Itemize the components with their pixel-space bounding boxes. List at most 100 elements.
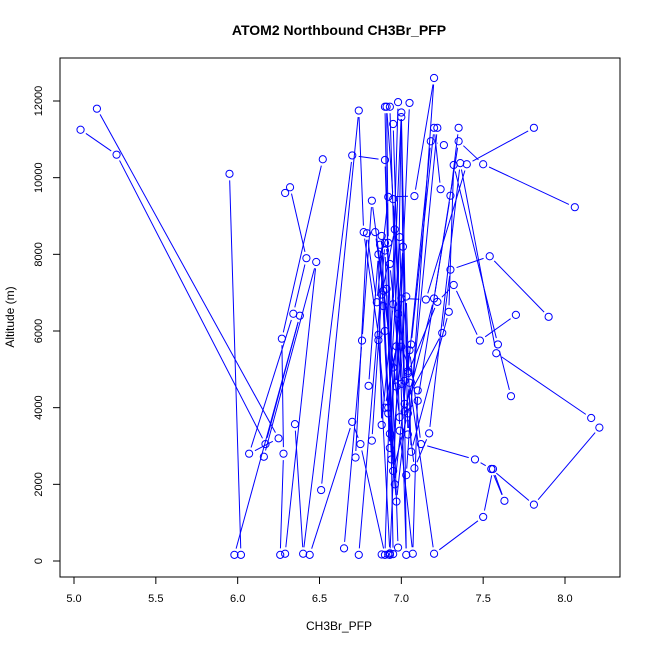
data-point [312, 257, 321, 267]
series-segment [386, 113, 394, 193]
series-segment [391, 302, 407, 453]
series-segment [361, 450, 385, 549]
data-point [403, 409, 412, 418]
data-point [511, 310, 521, 319]
series-segment [399, 243, 405, 398]
data-point [367, 436, 376, 445]
plot-area [76, 73, 604, 559]
series-segment [499, 350, 510, 390]
series-segment [405, 304, 433, 406]
series-segment [442, 276, 451, 327]
data-point [475, 336, 484, 345]
x-tick-label: 6.5 [312, 593, 327, 605]
data-point [397, 108, 406, 117]
series-segment [371, 301, 382, 435]
data-point [384, 192, 393, 201]
data-point [456, 159, 465, 168]
data-point [439, 140, 448, 150]
data-point [529, 123, 539, 132]
data-point [421, 295, 430, 304]
data-point [289, 309, 298, 318]
data-point [570, 203, 579, 212]
data-point [389, 550, 398, 559]
series-segment [279, 460, 284, 549]
data-point [374, 336, 383, 345]
data-point [400, 376, 409, 385]
series-segment [472, 130, 529, 162]
series-segment [368, 260, 379, 380]
series-9 [354, 137, 448, 559]
series-segment [389, 113, 400, 425]
series-segment [303, 161, 352, 548]
x-tick-label: 6.0 [230, 593, 245, 605]
y-axis: 0 2000 4000 6000 8000 10000 12000 [33, 86, 61, 564]
data-point [392, 497, 401, 506]
series-segment [454, 171, 497, 339]
series-segment [394, 356, 410, 478]
series-segment [393, 205, 402, 341]
data-point [385, 102, 394, 111]
data-point [377, 290, 386, 299]
data-point [389, 195, 398, 204]
series-segment [405, 302, 412, 446]
data-point [426, 137, 435, 146]
series-segment [429, 169, 461, 427]
series-segment [389, 270, 402, 378]
y-axis-label: Altitude (m) [3, 286, 17, 347]
series-segment [388, 414, 397, 496]
data-point [425, 429, 434, 438]
series-segment [321, 117, 359, 484]
data-point [356, 439, 365, 449]
data-point [410, 464, 419, 473]
data-point [398, 242, 408, 251]
data-point [544, 312, 553, 321]
series-segment [409, 307, 436, 368]
x-axis: 5.0 5.5 6.0 6.5 7.0 7.5 8.0 [66, 576, 573, 605]
series-segment [282, 165, 322, 333]
data-point [290, 420, 300, 429]
series-segment [537, 432, 596, 501]
series-segment [403, 352, 416, 385]
series-21 [382, 102, 422, 558]
data-point [377, 420, 386, 430]
y-tick-label: 8000 [33, 242, 45, 266]
data-point [405, 98, 414, 108]
data-point [380, 550, 390, 559]
data-point [397, 342, 406, 351]
series-1 [76, 125, 304, 559]
series-segment [408, 147, 431, 365]
data-point [389, 300, 398, 309]
data-point [382, 102, 391, 111]
series-segment [427, 445, 469, 459]
series-segment [409, 356, 421, 438]
series-segment [396, 389, 410, 496]
series-segment [254, 440, 274, 452]
x-tick-label: 8.0 [557, 593, 572, 605]
data-point [485, 252, 494, 261]
series-segment [294, 430, 304, 548]
data-point [479, 160, 488, 169]
data-point [371, 228, 380, 237]
y-tick-label: 12000 [33, 86, 45, 117]
series-segment [488, 166, 570, 205]
data-point [487, 464, 496, 474]
x-tick-label: 5.5 [148, 593, 163, 605]
series-segment [384, 256, 394, 465]
data-point [281, 188, 290, 198]
data-point [302, 254, 311, 263]
data-point [348, 417, 357, 426]
data-point [393, 98, 403, 107]
x-tick-label: 7.5 [476, 593, 491, 605]
data-point [402, 550, 411, 559]
series-segment [119, 160, 263, 439]
series-segment [456, 290, 478, 335]
y-tick-label: 2000 [33, 472, 45, 496]
series-segment [358, 117, 364, 226]
series-segment [400, 123, 407, 549]
series-segment [386, 295, 396, 478]
series-segment [367, 239, 377, 296]
data-point [259, 452, 268, 461]
series-segment [460, 169, 496, 347]
data-point [529, 500, 539, 509]
